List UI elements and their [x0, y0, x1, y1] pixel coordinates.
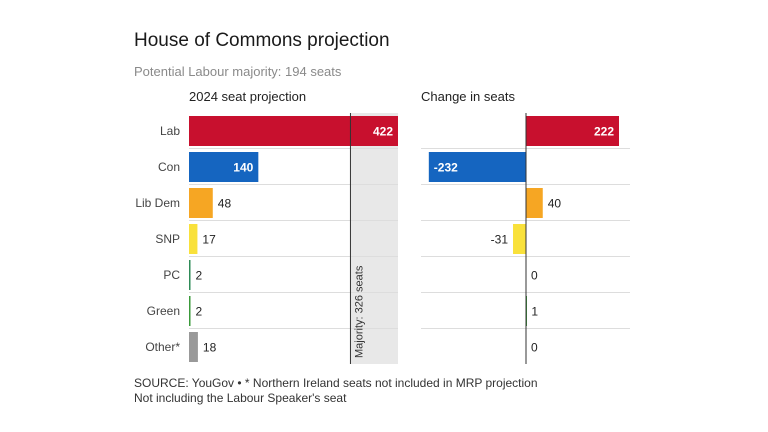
category-label-lab: Lab [160, 124, 180, 138]
category-label-pc: PC [163, 268, 180, 282]
right-panel-title: Change in seats [421, 89, 515, 104]
category-label-other: Other* [145, 340, 180, 354]
right-value-label-pc: 0 [531, 269, 538, 283]
left-bar-lab [189, 116, 398, 146]
category-label-green: Green [147, 304, 180, 318]
left-value-label-pc: 2 [196, 269, 203, 283]
right-bar-lib-dem [526, 188, 543, 218]
left-value-label-lab: 422 [373, 125, 393, 139]
right-bar-snp [513, 224, 526, 254]
majority-label: Majority: 326 seats [353, 265, 365, 358]
left-value-label-other: 18 [203, 341, 217, 355]
left-value-label-lib-dem: 48 [218, 197, 232, 211]
majority-shade [350, 113, 398, 364]
right-value-label-snp: -31 [491, 233, 509, 247]
left-value-label-con: 140 [233, 161, 253, 175]
right-value-label-lab: 222 [594, 125, 614, 139]
right-bar-con [428, 152, 526, 182]
left-bar-other [189, 332, 198, 362]
left-value-label-snp: 17 [202, 233, 216, 247]
left-panel-title: 2024 seat projection [189, 89, 306, 104]
source-line: SOURCE: YouGov • * Northern Ireland seat… [134, 376, 538, 390]
left-bar-snp [189, 224, 198, 254]
category-label-snp: SNP [155, 232, 180, 246]
right-bar-lab [526, 116, 619, 146]
right-value-label-lib-dem: 40 [548, 197, 562, 211]
chart-subtitle: Potential Labour majority: 194 seats [134, 64, 342, 79]
left-bar-lib-dem [189, 188, 213, 218]
right-value-label-other: 0 [531, 341, 538, 355]
left-bar-con [189, 152, 259, 182]
right-value-label-green: 1 [531, 305, 538, 319]
category-label-con: Con [158, 160, 180, 174]
left-value-label-green: 2 [196, 305, 203, 319]
left-bar-pc [189, 260, 191, 290]
chart-title: House of Commons projection [134, 30, 390, 51]
category-label-lib-dem: Lib Dem [135, 196, 180, 210]
speaker-note: Not including the Labour Speaker's seat [134, 391, 347, 405]
source-note: SOURCE: YouGov • * Northern Ireland seat… [134, 376, 538, 406]
right-value-label-con: -232 [434, 161, 458, 175]
left-bar-green [189, 296, 191, 326]
